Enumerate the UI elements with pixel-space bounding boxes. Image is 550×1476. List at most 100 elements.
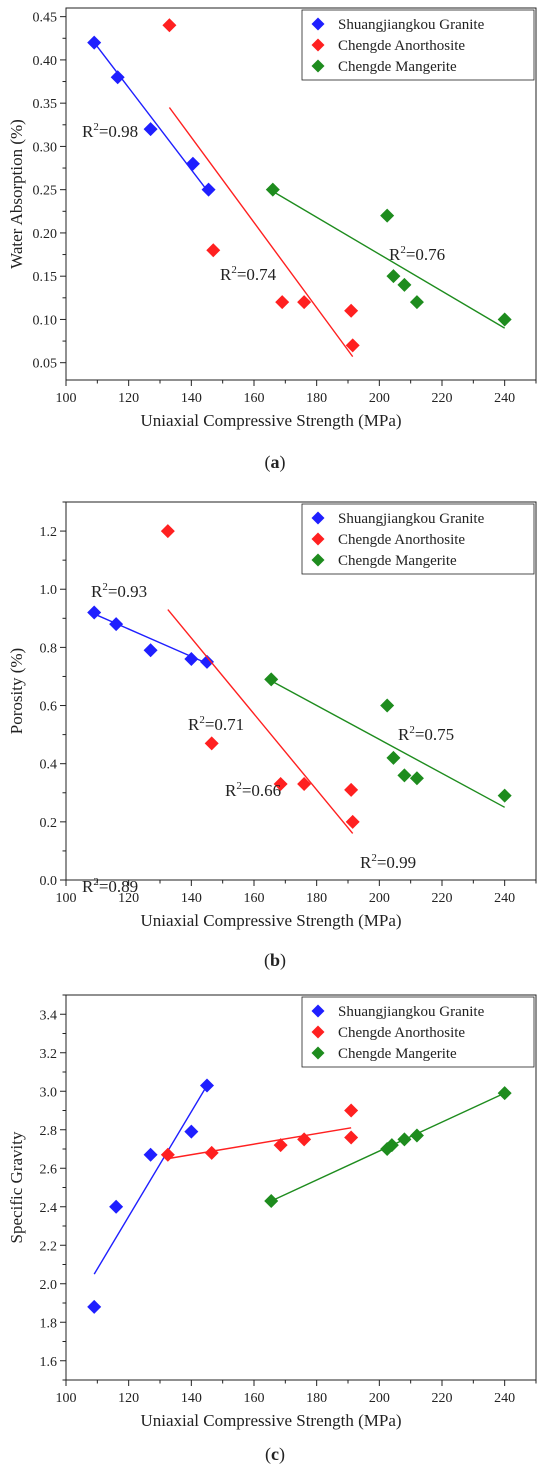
data-point	[345, 338, 360, 353]
x-tick-label: 180	[306, 1391, 327, 1406]
fit-line	[167, 1127, 352, 1160]
data-point	[380, 208, 395, 223]
y-tick-label: 0.20	[33, 227, 58, 242]
data-point	[409, 1128, 424, 1143]
data-point	[397, 1132, 412, 1147]
data-point	[110, 70, 125, 85]
legend-marker	[311, 511, 325, 525]
x-tick-label: 180	[306, 391, 327, 406]
legend-label: Chengde Anorthosite	[338, 1025, 465, 1041]
data-point	[384, 1138, 399, 1153]
x-tick-label: 220	[432, 1391, 453, 1406]
y-tick-label: 0.4	[40, 758, 58, 773]
x-tick-label: 220	[432, 891, 453, 906]
legend: Shuangjiangkou Granite Chengde Anorthosit…	[301, 503, 535, 575]
x-axis-title: Uniaxial Compressive Strength (MPa)	[140, 911, 401, 930]
r2-label: R2=0.66	[225, 780, 281, 800]
legend-label: Chengde Anorthosite	[338, 532, 465, 548]
data-point	[275, 295, 290, 310]
x-tick-label: 100	[56, 891, 77, 906]
x-tick-label: 100	[56, 1391, 77, 1406]
data-point	[297, 295, 312, 310]
legend-marker	[311, 553, 325, 567]
r2-label: R2=0.71	[188, 714, 244, 734]
series-1: R2=0.98	[82, 35, 216, 197]
x-tick-label: 120	[118, 391, 139, 406]
y-tick-label: 1.8	[40, 1316, 58, 1331]
x-tick-label: 180	[306, 891, 327, 906]
r2-label: R2=0.75	[398, 724, 454, 744]
x-tick-label: 160	[244, 891, 265, 906]
data-point	[497, 312, 512, 327]
fit-line	[93, 42, 210, 193]
data-point	[206, 243, 221, 258]
data-point	[143, 1147, 158, 1162]
legend-box	[301, 996, 535, 1068]
x-tick-label: 160	[244, 1391, 265, 1406]
series-2: R2=0.66	[160, 780, 359, 1162]
data-point	[109, 617, 124, 632]
panel-caption: (a)	[265, 452, 286, 473]
data-point	[344, 303, 359, 318]
x-tick-label: 100	[56, 391, 77, 406]
data-point	[409, 771, 424, 786]
fit-line	[167, 609, 354, 834]
x-tick-label: 160	[244, 391, 265, 406]
legend-label: Chengde Anorthosite	[338, 38, 465, 54]
y-axis-title: Water Absorption (%)	[7, 119, 26, 269]
x-tick-label: 240	[494, 891, 515, 906]
data-point	[273, 777, 288, 792]
legend-marker	[311, 17, 325, 31]
data-point	[344, 782, 359, 797]
y-axis-title: Specific Gravity	[7, 1131, 26, 1243]
plot-frame	[65, 501, 537, 881]
data-point	[184, 652, 199, 667]
x-axis-title: Uniaxial Compressive Strength (MPa)	[140, 411, 401, 430]
x-tick-label: 120	[118, 1391, 139, 1406]
data-point	[87, 605, 102, 620]
legend-marker	[311, 1046, 325, 1060]
data-point	[397, 768, 412, 783]
x-tick-label: 220	[432, 391, 453, 406]
fit-line	[270, 680, 506, 808]
legend-marker	[311, 1004, 325, 1018]
y-tick-label: 0.05	[33, 357, 58, 372]
y-tick-label: 0.6	[40, 700, 58, 715]
data-point	[87, 35, 102, 50]
legend: Shuangjiangkou Granite Chengde Anorthosit…	[301, 9, 535, 81]
x-tick-label: 200	[369, 1391, 390, 1406]
y-tick-label: 0.10	[33, 313, 58, 328]
y-tick-label: 2.6	[40, 1162, 58, 1177]
data-point	[297, 777, 312, 792]
data-point	[380, 698, 395, 713]
legend-marker	[311, 1025, 325, 1039]
panel-caption: (b)	[264, 950, 286, 971]
legend-label: Chengde Mangerite	[338, 59, 457, 75]
legend-label: Shuangjiangkou Granite	[338, 17, 485, 33]
data-point	[160, 524, 175, 539]
plot-frame	[65, 7, 537, 381]
data-point	[265, 182, 280, 197]
y-tick-label: 3.0	[40, 1085, 58, 1100]
legend-label: Shuangjiangkou Granite	[338, 511, 485, 527]
y-tick-label: 0.15	[33, 270, 58, 285]
data-point	[497, 1086, 512, 1101]
y-tick-label: 1.2	[40, 525, 58, 540]
panel-caption: (c)	[265, 1444, 285, 1465]
y-tick-label: 0.2	[40, 816, 58, 831]
r2-label: R2=0.99	[360, 852, 416, 872]
legend-label: Chengde Mangerite	[338, 1046, 457, 1062]
legend-marker	[311, 532, 325, 546]
data-point	[344, 1103, 359, 1118]
data-point	[204, 1145, 219, 1160]
legend-marker	[311, 38, 325, 52]
series-2: R2=0.71	[160, 524, 360, 834]
y-tick-label: 2.8	[40, 1124, 58, 1139]
x-tick-label: 140	[181, 1391, 202, 1406]
y-tick-label: 1.6	[40, 1355, 58, 1370]
y-tick-label: 0.25	[33, 184, 58, 199]
y-tick-label: 0.30	[33, 140, 58, 155]
legend-marker	[311, 59, 325, 73]
series-1: R2=0.93	[87, 581, 214, 669]
x-axis-title: Uniaxial Compressive Strength (MPa)	[140, 1411, 401, 1430]
